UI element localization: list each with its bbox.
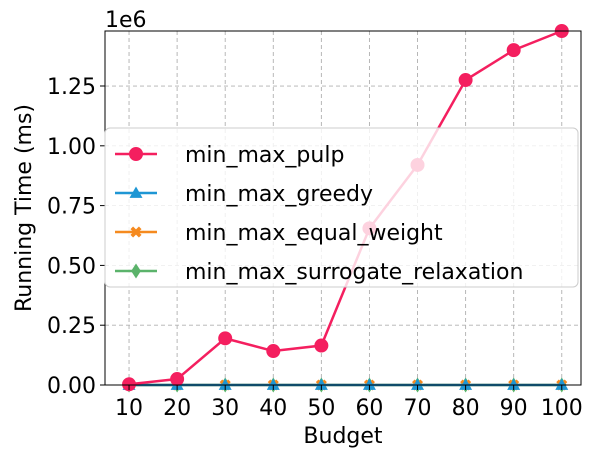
legend-entry: min_max_pulp — [115, 143, 344, 168]
y-tick-label: 1.00 — [47, 135, 96, 160]
data-point — [266, 344, 281, 359]
ticks: 10 20 30 40 50 60 70 80 90 100 0.00 0.25 0.50 0.75 1.0… — [47, 75, 583, 421]
y-offset-label: 1e6 — [105, 8, 147, 33]
legend-entry: min_max_surrogate_relaxation — [115, 260, 523, 285]
y-axis-label: Running Time (ms) — [12, 104, 37, 312]
data-point — [218, 331, 233, 346]
x-tick-label: 60 — [355, 396, 383, 421]
legend-marker — [130, 226, 142, 238]
data-point — [507, 378, 521, 390]
data-point — [555, 378, 569, 390]
x-tick-label: 30 — [211, 396, 239, 421]
data-point — [459, 378, 473, 390]
series-min_max_greedy — [122, 378, 569, 390]
y-tick-label: 0.25 — [47, 314, 96, 339]
data-point — [362, 378, 376, 390]
legend-label: min_max_equal_weight — [185, 221, 443, 246]
data-point — [122, 377, 137, 392]
data-point — [314, 338, 329, 353]
data-point — [218, 378, 232, 390]
data-point — [411, 378, 425, 390]
data-point — [170, 372, 185, 387]
data-point — [458, 73, 473, 88]
y-tick-label: 0.50 — [47, 254, 96, 279]
legend-label: min_max_greedy — [185, 182, 373, 207]
legend-entry: min_max_equal_weight — [115, 221, 443, 246]
x-tick-label: 10 — [115, 396, 143, 421]
legend-box — [104, 127, 579, 288]
y-tick-label: 0.75 — [47, 195, 96, 220]
legend-marker — [129, 147, 143, 161]
legend-label: min_max_surrogate_relaxation — [185, 260, 523, 285]
legend-marker — [131, 263, 141, 279]
data-point — [506, 43, 521, 58]
data-point — [314, 378, 328, 390]
x-axis-label: Budget — [303, 424, 383, 449]
x-tick-label: 50 — [307, 396, 335, 421]
x-tick-label: 90 — [500, 396, 528, 421]
x-tick-label: 100 — [541, 396, 583, 421]
x-tick-label: 40 — [259, 396, 287, 421]
legend-entry: min_max_greedy — [115, 182, 373, 207]
y-tick-label: 1.25 — [47, 75, 96, 100]
legend-label: min_max_pulp — [185, 143, 344, 168]
x-tick-label: 80 — [452, 396, 480, 421]
x-tick-label: 70 — [404, 396, 432, 421]
x-tick-label: 20 — [163, 396, 191, 421]
legend: min_max_pulp min_max_greedy min_max_equal_… — [104, 127, 579, 288]
legend-marker — [129, 186, 143, 198]
y-tick-label: 0.00 — [47, 374, 96, 399]
data-point — [266, 378, 280, 390]
